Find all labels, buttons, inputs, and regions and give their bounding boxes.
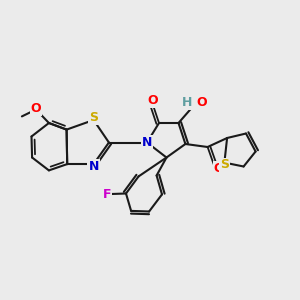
Text: S: S — [89, 111, 98, 124]
Text: N: N — [142, 136, 152, 149]
Text: N: N — [88, 160, 99, 173]
Text: F: F — [103, 188, 111, 201]
Text: S: S — [220, 158, 229, 172]
Text: O: O — [196, 95, 207, 109]
Text: O: O — [148, 94, 158, 107]
Text: O: O — [31, 101, 41, 115]
Text: O: O — [214, 161, 224, 175]
Text: H: H — [182, 95, 193, 109]
